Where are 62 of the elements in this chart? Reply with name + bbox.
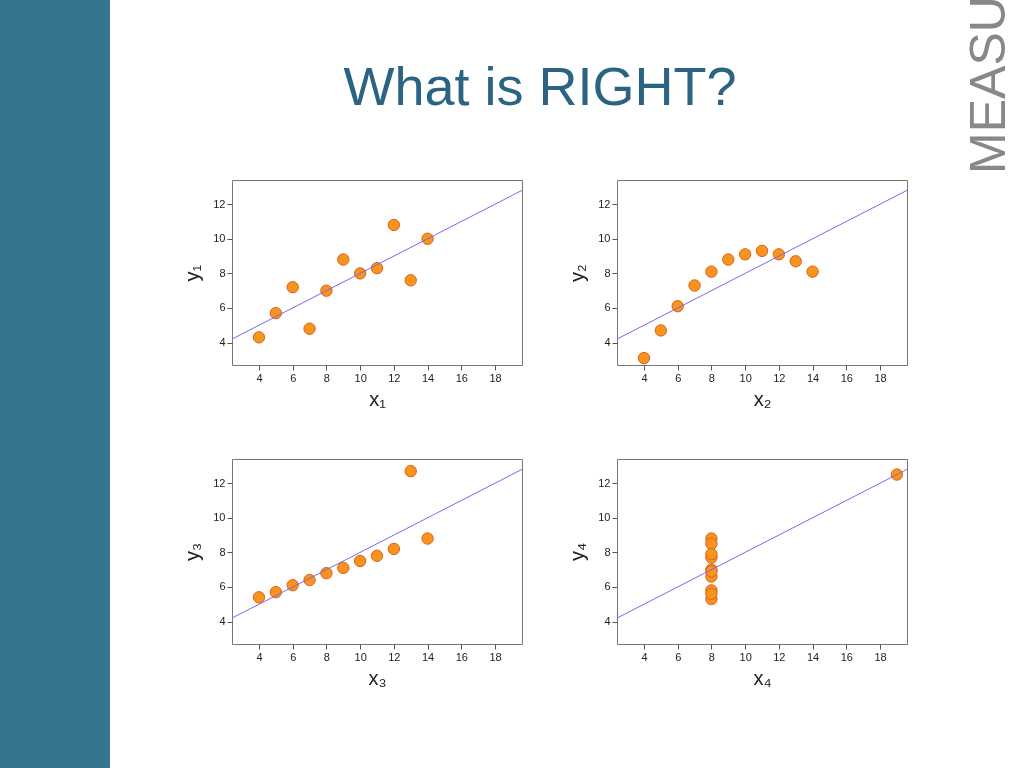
y-tick-label: 8 — [604, 545, 611, 558]
y-tick-label: 6 — [219, 301, 226, 314]
x-tick-label: 8 — [708, 650, 715, 663]
x-tick-label: 12 — [388, 650, 401, 663]
x-tick-label: 16 — [455, 371, 468, 384]
y-tick-label: 12 — [598, 476, 611, 489]
x-axis-title: x₄ — [753, 666, 772, 689]
y-tick-label: 8 — [219, 545, 226, 558]
y-tick-label: 6 — [604, 301, 611, 314]
x-tick-label: 12 — [773, 371, 786, 384]
x-tick-label: 10 — [354, 650, 367, 663]
y-axis-title: y₂ — [566, 264, 589, 282]
x-tick-label: 14 — [806, 371, 820, 384]
x-tick-label: 16 — [840, 650, 853, 663]
x-tick-label: 6 — [675, 371, 682, 384]
x-tick-label: 12 — [773, 650, 786, 663]
y-tick-label: 4 — [604, 336, 611, 349]
x-tick-label: 10 — [739, 650, 752, 663]
x-axis-title: x₂ — [753, 387, 772, 410]
y-tick-label: 12 — [598, 197, 611, 210]
y-tick-label: 10 — [213, 511, 226, 524]
x-tick-label: 4 — [256, 371, 263, 384]
y-tick-label: 12 — [213, 476, 226, 489]
x-tick-label: 18 — [489, 371, 502, 384]
y-tick-label: 10 — [213, 232, 226, 245]
x-tick-label: 18 — [874, 371, 887, 384]
y-axis-title: y₃ — [181, 542, 204, 562]
x-tick-label: 14 — [421, 371, 435, 384]
x-tick-label: 8 — [323, 650, 330, 663]
x-tick-label: 8 — [323, 371, 330, 384]
y-tick-label: 4 — [219, 336, 226, 349]
x-tick-label: 4 — [256, 650, 263, 663]
y-tick-label: 4 — [219, 615, 226, 628]
x-tick-label: 8 — [708, 371, 715, 384]
text: MEASU — [959, 0, 1017, 174]
y-axis-title: y₁ — [181, 264, 204, 282]
y-tick-label: 6 — [219, 580, 226, 593]
y-tick-label: 8 — [604, 266, 611, 279]
x-tick-label: 6 — [290, 650, 297, 663]
x-tick-label: 10 — [354, 371, 367, 384]
x-tick-label: 10 — [739, 371, 752, 384]
x-tick-label: 6 — [675, 650, 682, 663]
y-tick-label: 10 — [598, 232, 611, 245]
y-tick-label: 8 — [219, 266, 226, 279]
x-tick-label: 18 — [489, 650, 502, 663]
x-axis-title: x₁ — [369, 387, 387, 410]
x-tick-label: 16 — [840, 371, 853, 384]
x-tick-label: 14 — [806, 650, 820, 663]
x-tick-label: 6 — [290, 371, 297, 384]
y-tick-label: 10 — [598, 511, 611, 524]
y-axis-title: y₄ — [566, 542, 589, 562]
x-tick-label: 14 — [421, 650, 435, 663]
x-tick-label: 4 — [641, 371, 648, 384]
y-tick-label: 12 — [213, 197, 226, 210]
x-tick-label: 4 — [641, 650, 648, 663]
y-tick-label: 6 — [604, 580, 611, 593]
x-tick-label: 18 — [874, 650, 887, 663]
x-tick-label: 12 — [388, 371, 401, 384]
chart-title: What is RIGHT? — [343, 56, 737, 116]
x-tick-label: 16 — [455, 650, 468, 663]
y-tick-label: 4 — [604, 615, 611, 628]
x-axis-title: x₃ — [368, 666, 387, 689]
